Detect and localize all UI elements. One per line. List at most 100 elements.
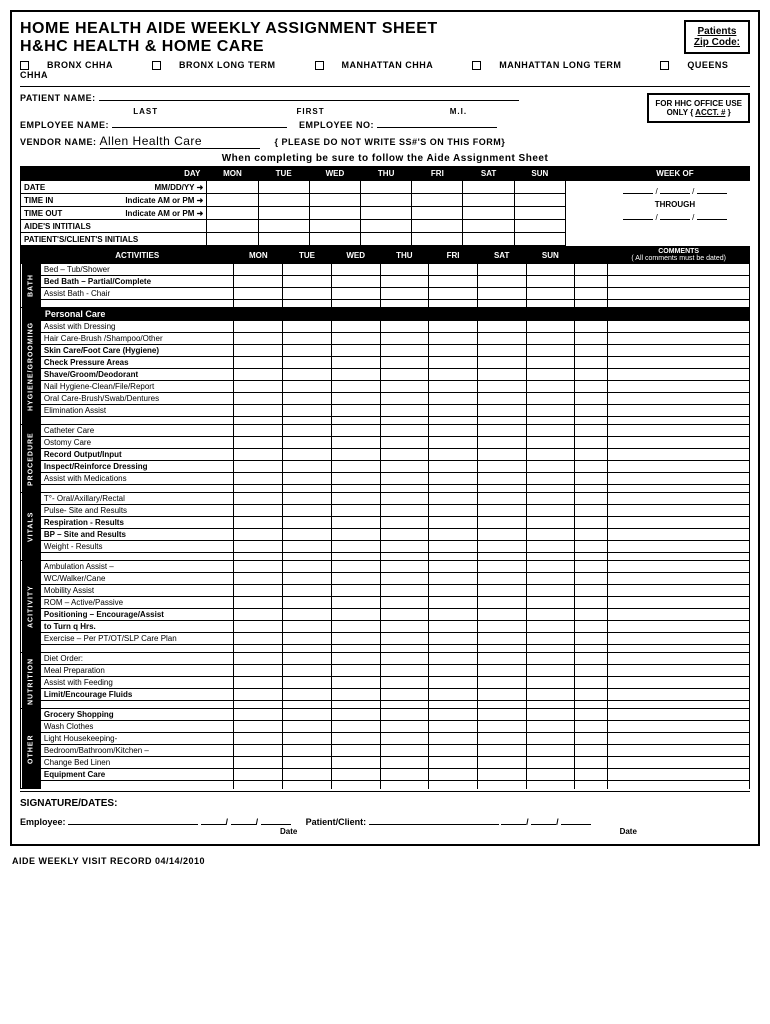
comment-cell[interactable] (608, 709, 750, 721)
activity-cell[interactable] (283, 493, 332, 505)
activity-cell[interactable] (283, 769, 332, 781)
activity-cell[interactable] (477, 677, 526, 689)
activity-cell[interactable] (380, 333, 429, 345)
activity-cell[interactable] (331, 369, 380, 381)
comment-cell[interactable] (608, 597, 750, 609)
activity-cell[interactable] (429, 321, 478, 333)
activity-cell[interactable] (331, 573, 380, 585)
activity-cell[interactable] (283, 505, 332, 517)
activity-cell[interactable] (477, 493, 526, 505)
activity-cell[interactable] (380, 665, 429, 677)
comment-cell[interactable] (608, 437, 750, 449)
loc-0[interactable]: BRONX CHHA (20, 60, 131, 70)
activity-cell[interactable] (283, 437, 332, 449)
activity-cell[interactable] (331, 345, 380, 357)
activity-cell[interactable] (380, 733, 429, 745)
comment-cell[interactable] (608, 381, 750, 393)
activity-cell[interactable] (234, 529, 283, 541)
activity-cell[interactable] (380, 585, 429, 597)
activity-cell[interactable] (477, 264, 526, 276)
activity-cell[interactable] (380, 288, 429, 300)
activity-cell[interactable] (234, 677, 283, 689)
activity-cell[interactable] (283, 621, 332, 633)
activity-cell[interactable] (477, 561, 526, 573)
comment-cell[interactable] (608, 405, 750, 417)
activity-cell[interactable] (526, 529, 575, 541)
activity-cell[interactable] (283, 529, 332, 541)
activity-cell[interactable] (331, 321, 380, 333)
activity-cell[interactable] (331, 665, 380, 677)
activity-cell[interactable] (526, 561, 575, 573)
activity-cell[interactable] (331, 561, 380, 573)
activity-cell[interactable] (526, 745, 575, 757)
activity-cell[interactable] (283, 461, 332, 473)
activity-cell[interactable] (234, 769, 283, 781)
activity-cell[interactable] (331, 609, 380, 621)
comment-cell[interactable] (608, 745, 750, 757)
activity-cell[interactable] (234, 381, 283, 393)
activity-cell[interactable] (380, 769, 429, 781)
activity-cell[interactable] (429, 288, 478, 300)
activity-cell[interactable] (234, 621, 283, 633)
activity-cell[interactable] (477, 573, 526, 585)
activity-cell[interactable] (380, 505, 429, 517)
comment-cell[interactable] (608, 561, 750, 573)
activity-cell[interactable] (380, 597, 429, 609)
activity-cell[interactable] (526, 709, 575, 721)
activity-cell[interactable] (429, 677, 478, 689)
activity-cell[interactable] (234, 276, 283, 288)
activity-cell[interactable] (429, 529, 478, 541)
activity-cell[interactable] (526, 609, 575, 621)
activity-cell[interactable] (526, 633, 575, 645)
activity-cell[interactable] (477, 529, 526, 541)
activity-cell[interactable] (380, 757, 429, 769)
activity-cell[interactable] (526, 505, 575, 517)
activity-cell[interactable] (429, 621, 478, 633)
activity-cell[interactable] (234, 473, 283, 485)
activity-cell[interactable] (380, 561, 429, 573)
activity-cell[interactable] (234, 745, 283, 757)
activity-cell[interactable] (234, 721, 283, 733)
activity-cell[interactable] (234, 597, 283, 609)
activity-cell[interactable] (234, 653, 283, 665)
activity-cell[interactable] (526, 689, 575, 701)
activity-cell[interactable] (429, 609, 478, 621)
activity-cell[interactable] (234, 333, 283, 345)
activity-cell[interactable] (283, 369, 332, 381)
activity-cell[interactable] (477, 357, 526, 369)
activity-cell[interactable] (477, 585, 526, 597)
activity-cell[interactable] (380, 529, 429, 541)
activity-cell[interactable] (429, 473, 478, 485)
activity-cell[interactable] (526, 733, 575, 745)
activity-cell[interactable] (331, 264, 380, 276)
activity-cell[interactable] (477, 517, 526, 529)
activity-cell[interactable] (234, 449, 283, 461)
activity-cell[interactable] (331, 689, 380, 701)
activity-cell[interactable] (429, 357, 478, 369)
activity-cell[interactable] (234, 689, 283, 701)
activity-cell[interactable] (331, 357, 380, 369)
activity-cell[interactable] (331, 653, 380, 665)
activity-cell[interactable] (429, 757, 478, 769)
activity-cell[interactable] (380, 677, 429, 689)
activity-cell[interactable] (477, 769, 526, 781)
activity-cell[interactable] (331, 769, 380, 781)
activity-cell[interactable] (429, 449, 478, 461)
activity-cell[interactable] (380, 709, 429, 721)
activity-cell[interactable] (331, 541, 380, 553)
activity-cell[interactable] (477, 449, 526, 461)
patient-sig[interactable] (369, 824, 499, 825)
activity-cell[interactable] (526, 665, 575, 677)
activity-cell[interactable] (283, 633, 332, 645)
comment-cell[interactable] (608, 633, 750, 645)
activity-cell[interactable] (234, 665, 283, 677)
activity-cell[interactable] (234, 561, 283, 573)
activity-cell[interactable] (429, 541, 478, 553)
comment-cell[interactable] (608, 425, 750, 437)
activity-cell[interactable] (380, 721, 429, 733)
activity-cell[interactable] (429, 276, 478, 288)
employee-name-input[interactable] (112, 127, 287, 128)
activity-cell[interactable] (380, 405, 429, 417)
activity-cell[interactable] (234, 461, 283, 473)
comment-cell[interactable] (608, 609, 750, 621)
